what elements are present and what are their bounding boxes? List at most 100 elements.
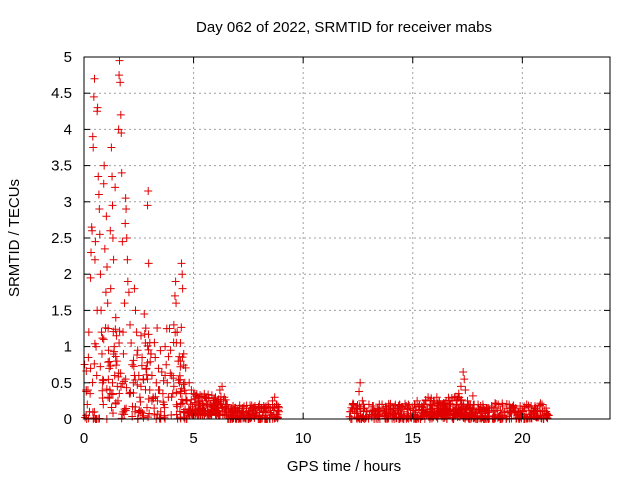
data-point — [166, 346, 175, 355]
data-point — [184, 409, 193, 418]
data-point — [152, 378, 161, 387]
data-point — [209, 399, 218, 408]
data-point — [133, 380, 142, 389]
data-point — [85, 407, 94, 416]
data-point — [454, 393, 463, 402]
data-point — [90, 74, 99, 83]
data-point — [98, 394, 107, 403]
data-point — [200, 393, 209, 402]
data-point — [143, 403, 152, 412]
data-point — [498, 401, 507, 410]
data-point — [172, 388, 181, 397]
data-point — [119, 328, 128, 337]
data-point — [176, 338, 185, 347]
data-point — [92, 371, 101, 380]
y-tick-label: 3.5 — [51, 158, 72, 175]
data-point — [153, 324, 162, 333]
data-point — [123, 255, 132, 264]
data-point — [169, 382, 178, 391]
data-point — [253, 406, 262, 415]
data-point — [115, 338, 124, 347]
data-point — [165, 324, 174, 333]
data-point — [261, 413, 270, 422]
data-point — [121, 219, 130, 228]
data-point — [131, 306, 140, 315]
data-point — [144, 413, 153, 422]
data-point — [126, 320, 135, 329]
data-point — [454, 406, 463, 415]
y-tick-label: 1 — [64, 339, 72, 356]
data-point — [133, 346, 142, 355]
data-point — [88, 226, 97, 235]
data-point — [181, 363, 190, 372]
data-point — [90, 413, 99, 422]
data-point — [112, 357, 121, 366]
y-tick-label: 5 — [64, 49, 72, 66]
data-point — [496, 406, 505, 415]
data-point — [232, 413, 241, 422]
data-point — [177, 323, 186, 332]
chart-title: Day 062 of 2022, SRMTID for receiver mab… — [196, 19, 492, 36]
data-point — [158, 389, 167, 398]
data-point — [415, 401, 424, 410]
data-point — [143, 201, 152, 210]
data-point — [270, 393, 279, 402]
data-point — [147, 396, 156, 405]
data-point — [213, 396, 222, 405]
data-point — [130, 371, 139, 380]
data-point — [136, 397, 145, 406]
data-point — [207, 409, 216, 418]
data-point — [144, 186, 153, 195]
data-point — [238, 404, 247, 413]
data-point — [171, 277, 180, 286]
data-point — [115, 71, 124, 80]
data-point — [250, 401, 259, 410]
data-point — [98, 386, 107, 395]
data-point — [83, 400, 92, 409]
data-point — [99, 179, 108, 188]
data-point — [170, 291, 179, 300]
data-point — [126, 389, 135, 398]
data-point — [118, 410, 127, 419]
data-point — [157, 367, 166, 376]
y-axis-label: SRMTID / TECUs — [6, 179, 23, 297]
y-tick-label: 3 — [64, 194, 72, 211]
data-point — [144, 345, 153, 354]
data-point — [455, 407, 464, 416]
data-point — [111, 313, 120, 322]
x-axis-label: GPS time / hours — [287, 458, 401, 475]
data-point — [172, 410, 181, 419]
data-point — [89, 143, 98, 152]
data-point — [177, 395, 186, 404]
data-point — [93, 103, 102, 112]
data-point — [80, 360, 89, 369]
data-point — [141, 338, 150, 347]
data-point — [527, 401, 536, 410]
data-point — [391, 401, 400, 410]
data-point — [169, 338, 178, 347]
data-point — [198, 399, 207, 408]
data-point — [188, 411, 197, 420]
data-point — [104, 324, 113, 333]
data-point — [179, 380, 188, 389]
data-point — [248, 407, 257, 416]
data-point — [107, 143, 116, 152]
data-point — [156, 346, 165, 355]
data-point — [413, 396, 422, 405]
data-point — [267, 409, 276, 418]
x-tick-label: 5 — [189, 430, 197, 447]
data-point — [112, 331, 121, 340]
data-point — [111, 183, 120, 192]
data-point — [461, 409, 470, 418]
data-point — [487, 401, 496, 410]
data-point — [90, 255, 99, 264]
data-point — [434, 410, 443, 419]
y-tick-label: 4 — [64, 121, 72, 138]
data-point — [177, 259, 186, 268]
data-point — [143, 358, 152, 367]
data-point — [162, 360, 171, 369]
data-point — [178, 399, 187, 408]
data-point — [239, 402, 248, 411]
